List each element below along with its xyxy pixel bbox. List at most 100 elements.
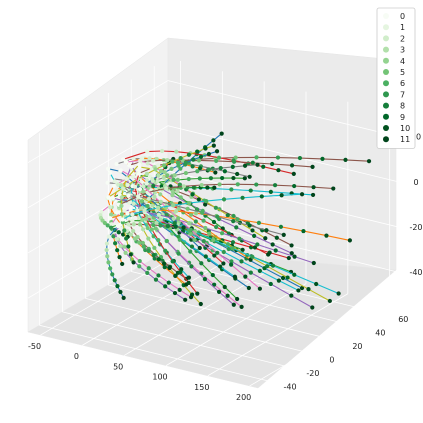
trajectory-point [173,273,178,278]
grid-line [40,252,181,336]
trajectory-point [343,157,348,162]
trajectory-point [230,246,235,251]
trajectory-point [117,254,122,260]
trajectory-point [106,260,111,265]
trajectory-point [146,196,151,201]
trajectory-point [118,243,123,249]
trajectory-point [172,220,177,226]
legend-marker [383,102,389,109]
trajectory-point [111,183,116,189]
trajectory-point [141,244,146,249]
trajectory-point [276,278,281,283]
z-tick-label: 0 [413,178,418,187]
grid-line [27,125,169,209]
trajectory-point [311,185,316,190]
trajectory-point [190,164,195,169]
trajectory-point [151,158,156,163]
trajectory-point [144,178,150,183]
trajectory-point [151,183,156,189]
trajectory-point [256,220,262,225]
grid-line [167,80,399,137]
trajectory-point [281,232,286,238]
grid-line [207,293,349,377]
trajectories [98,131,372,310]
trajectory-point [235,296,240,302]
legend-label: 11 [400,135,410,144]
trajectory-point [171,177,176,182]
trajectory-point [189,264,194,269]
trajectory-point [257,286,262,291]
trajectory-point [240,247,245,252]
trajectory-point [120,217,125,222]
trajectory-point [203,225,208,231]
trajectory-point [104,241,110,246]
trajectory-point [185,206,190,211]
z-tick-label: -40 [409,268,422,277]
trajectory-point [136,194,141,199]
trajectory-point [139,198,144,204]
trajectory-line [126,160,235,306]
trajectory-point [158,217,163,222]
trajectory-point [118,168,123,173]
trajectory-point [121,157,126,162]
trajectory-point [173,224,178,229]
trajectory-point [174,149,179,154]
trajectory-point [120,261,125,267]
trajectory-point [144,222,149,227]
trajectory-point [202,276,208,282]
trajectory-point [292,183,297,189]
trajectory-point [205,185,210,190]
trajectory-point [140,240,145,246]
trajectory-line [122,150,294,175]
trajectory-point [131,156,136,161]
trajectory-point [252,245,258,250]
trajectory-point [119,203,124,208]
trajectory-point [186,280,191,285]
trajectory-point [145,225,150,231]
trajectory-point [266,252,271,257]
trajectory-point [331,186,336,191]
trajectory-point [216,155,222,160]
trajectory-point [272,183,278,188]
trajectory-point [279,193,284,198]
trajectory-point [156,205,161,210]
trajectory-point [176,163,181,168]
trajectory-point [310,305,315,310]
trajectory-point [153,167,158,172]
trajectory-point [292,272,297,277]
trajectory-point [187,200,192,206]
trajectory-point [176,251,181,256]
trajectory-point [229,187,234,192]
trajectory-point [280,275,286,281]
trajectory-point [296,288,301,293]
trajectory-point [248,270,253,275]
trajectory-point [121,295,126,300]
grid-line [82,262,223,346]
trajectory-point [177,237,182,242]
trajectory-point [145,203,150,209]
trajectory-point [131,260,136,265]
trajectory-point [246,285,251,291]
trajectory-point [145,161,150,166]
trajectory-point [177,182,182,187]
trajectory-point [112,278,117,283]
trajectory-point [106,234,111,239]
trajectory-point [297,155,303,161]
x-tick-label: 150 [194,383,209,392]
trajectory-point [268,189,273,194]
trajectory-point [237,236,242,241]
trajectory-point [285,275,290,280]
trajectory-point [114,236,119,242]
trajectory-point [170,193,175,198]
trajectory-point [270,242,275,247]
trajectory-point [197,245,202,251]
trajectory-point [102,220,107,226]
trajectory-point [157,242,163,247]
trajectory-point [203,254,208,259]
trajectory-point [130,218,135,223]
trajectory-point [189,212,194,217]
trajectory-point [132,236,138,241]
trajectory-point [263,236,268,241]
trajectory-point [170,259,175,264]
trajectory-point [217,182,222,187]
